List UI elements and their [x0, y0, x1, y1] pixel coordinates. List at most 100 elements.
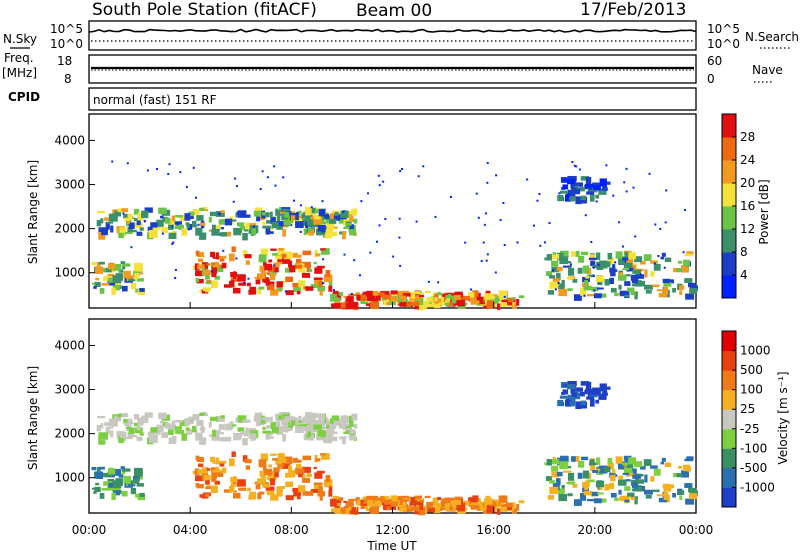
power-echo-cell — [586, 293, 595, 297]
velocity-colorbar-swatch — [722, 389, 736, 410]
power-echo-cell — [210, 270, 213, 273]
power-echo-cell — [453, 295, 461, 300]
power-echo-cell — [220, 210, 225, 214]
velocity-yaxis: 4000 3000 2000 1000 — [54, 338, 95, 485]
power-echo-cell — [635, 280, 642, 287]
power-echo-cell — [275, 221, 284, 227]
power-echo-cell — [128, 222, 135, 229]
velocity-echo-cell — [93, 491, 97, 494]
velocity-echo-cell — [437, 496, 442, 501]
power-echo-cell — [343, 295, 347, 299]
velocity-echo-cell — [271, 426, 279, 434]
velocity-echo-cell — [567, 472, 575, 481]
velocity-echo-cell — [167, 429, 174, 435]
velocity-echo-cell — [547, 495, 555, 500]
power-echo-cell — [634, 291, 638, 300]
power-echo-cell — [242, 214, 251, 218]
velocity-echo-cell — [192, 414, 200, 421]
power-echo-cell — [111, 287, 116, 296]
velocity-echo-cell — [397, 504, 407, 510]
power-echo-cell — [570, 184, 577, 189]
power-echo-cell — [598, 260, 608, 269]
power-echo-cell — [185, 186, 188, 189]
velocity-echo-cell — [688, 487, 697, 493]
velocity-echo-cell — [307, 431, 311, 438]
power-echo-cell — [247, 277, 250, 280]
power-echo-cell — [607, 252, 613, 260]
velocity-echo-cell — [567, 383, 576, 390]
power-echo-cell — [281, 253, 287, 258]
velocity-echo-cell — [305, 411, 312, 418]
power-echo-cell — [195, 270, 204, 277]
power-echo-cell — [443, 298, 451, 303]
power-echo-cell — [199, 232, 207, 240]
velocity-echo-cell — [351, 413, 358, 421]
velocity-echo-cell — [230, 485, 235, 493]
power-echo-cell — [121, 285, 128, 292]
velocity-echo-cell — [217, 472, 224, 477]
power-echo-cell — [114, 210, 122, 217]
velocity-echo-cell — [551, 459, 560, 465]
power-echo-cell — [137, 212, 144, 221]
power-echo-cell — [105, 221, 110, 230]
velocity-echo-cell — [174, 426, 182, 430]
velocity-echo-cell — [108, 418, 118, 427]
power-echo-cell — [334, 212, 339, 216]
velocity-echo-cell — [575, 387, 584, 392]
velocity-echo-cell — [301, 419, 310, 424]
power-echo-cell — [266, 285, 275, 291]
power-echo-cell — [439, 300, 448, 305]
velocity-echo-cell — [112, 486, 121, 492]
velocity-echo-cell — [333, 418, 341, 426]
power-echo-cell — [343, 253, 346, 256]
velocity-echo-cell — [223, 489, 233, 493]
power-echo-cell — [197, 264, 205, 270]
freq-trace — [91, 66, 694, 71]
velocity-echo-cell — [282, 462, 291, 469]
velocity-echo-cell — [635, 485, 642, 492]
velocity-echo-cell — [644, 489, 654, 495]
velocity-echo-cell — [575, 455, 580, 462]
power-echo-cell — [592, 265, 598, 268]
power-echo-cell — [237, 210, 247, 218]
power-echo-cell — [492, 294, 499, 297]
power-echo-cell — [397, 302, 401, 305]
velocity-echo-cell — [127, 484, 136, 487]
power-echo-cell — [578, 256, 585, 263]
power-echo-cell — [615, 251, 623, 259]
velocity-echo-cell — [208, 421, 212, 428]
velocity-echo-cell — [324, 437, 332, 444]
power-echo-cell — [672, 288, 676, 293]
power-echo-cell — [330, 231, 338, 237]
freq-label-line1: Freq. — [4, 51, 34, 65]
power-echo-cell — [343, 226, 350, 230]
velocity-echo-cell — [443, 503, 451, 508]
velocity-echo-cell — [210, 456, 216, 463]
nsky-label: N.Sky — [3, 32, 37, 46]
velocity-echo-cell — [679, 490, 685, 495]
velocity-echo-cell — [266, 490, 275, 496]
power-echo-cell — [595, 200, 598, 203]
power-echo-cell — [96, 261, 101, 269]
velocity-echo-cell — [262, 426, 266, 430]
power-echo-cell — [174, 221, 182, 225]
power-echo-cell — [585, 275, 590, 279]
power-echo-cell — [351, 208, 358, 216]
power-echo-cell — [367, 295, 374, 302]
power-echo-cell — [232, 200, 235, 203]
velocity-echo-cell — [284, 424, 291, 431]
velocity-colorbar-tick-label: 1000 — [740, 344, 771, 358]
velocity-echo-cell — [255, 484, 261, 490]
power-echo-cell — [279, 211, 286, 214]
power-echo-cell — [190, 214, 194, 220]
power-colorbar-swatch — [722, 183, 736, 207]
power-echo-cell — [567, 288, 573, 292]
power-echo-cell — [652, 284, 660, 288]
power-echo-cell — [657, 255, 660, 258]
power-echo-cell — [214, 225, 221, 229]
velocity-echo-cell — [314, 414, 319, 419]
power-colorbar-swatch — [722, 114, 736, 138]
velocity-echo-cell — [302, 417, 306, 421]
power-echo-cell — [350, 292, 353, 295]
power-echo-cell — [688, 282, 697, 288]
